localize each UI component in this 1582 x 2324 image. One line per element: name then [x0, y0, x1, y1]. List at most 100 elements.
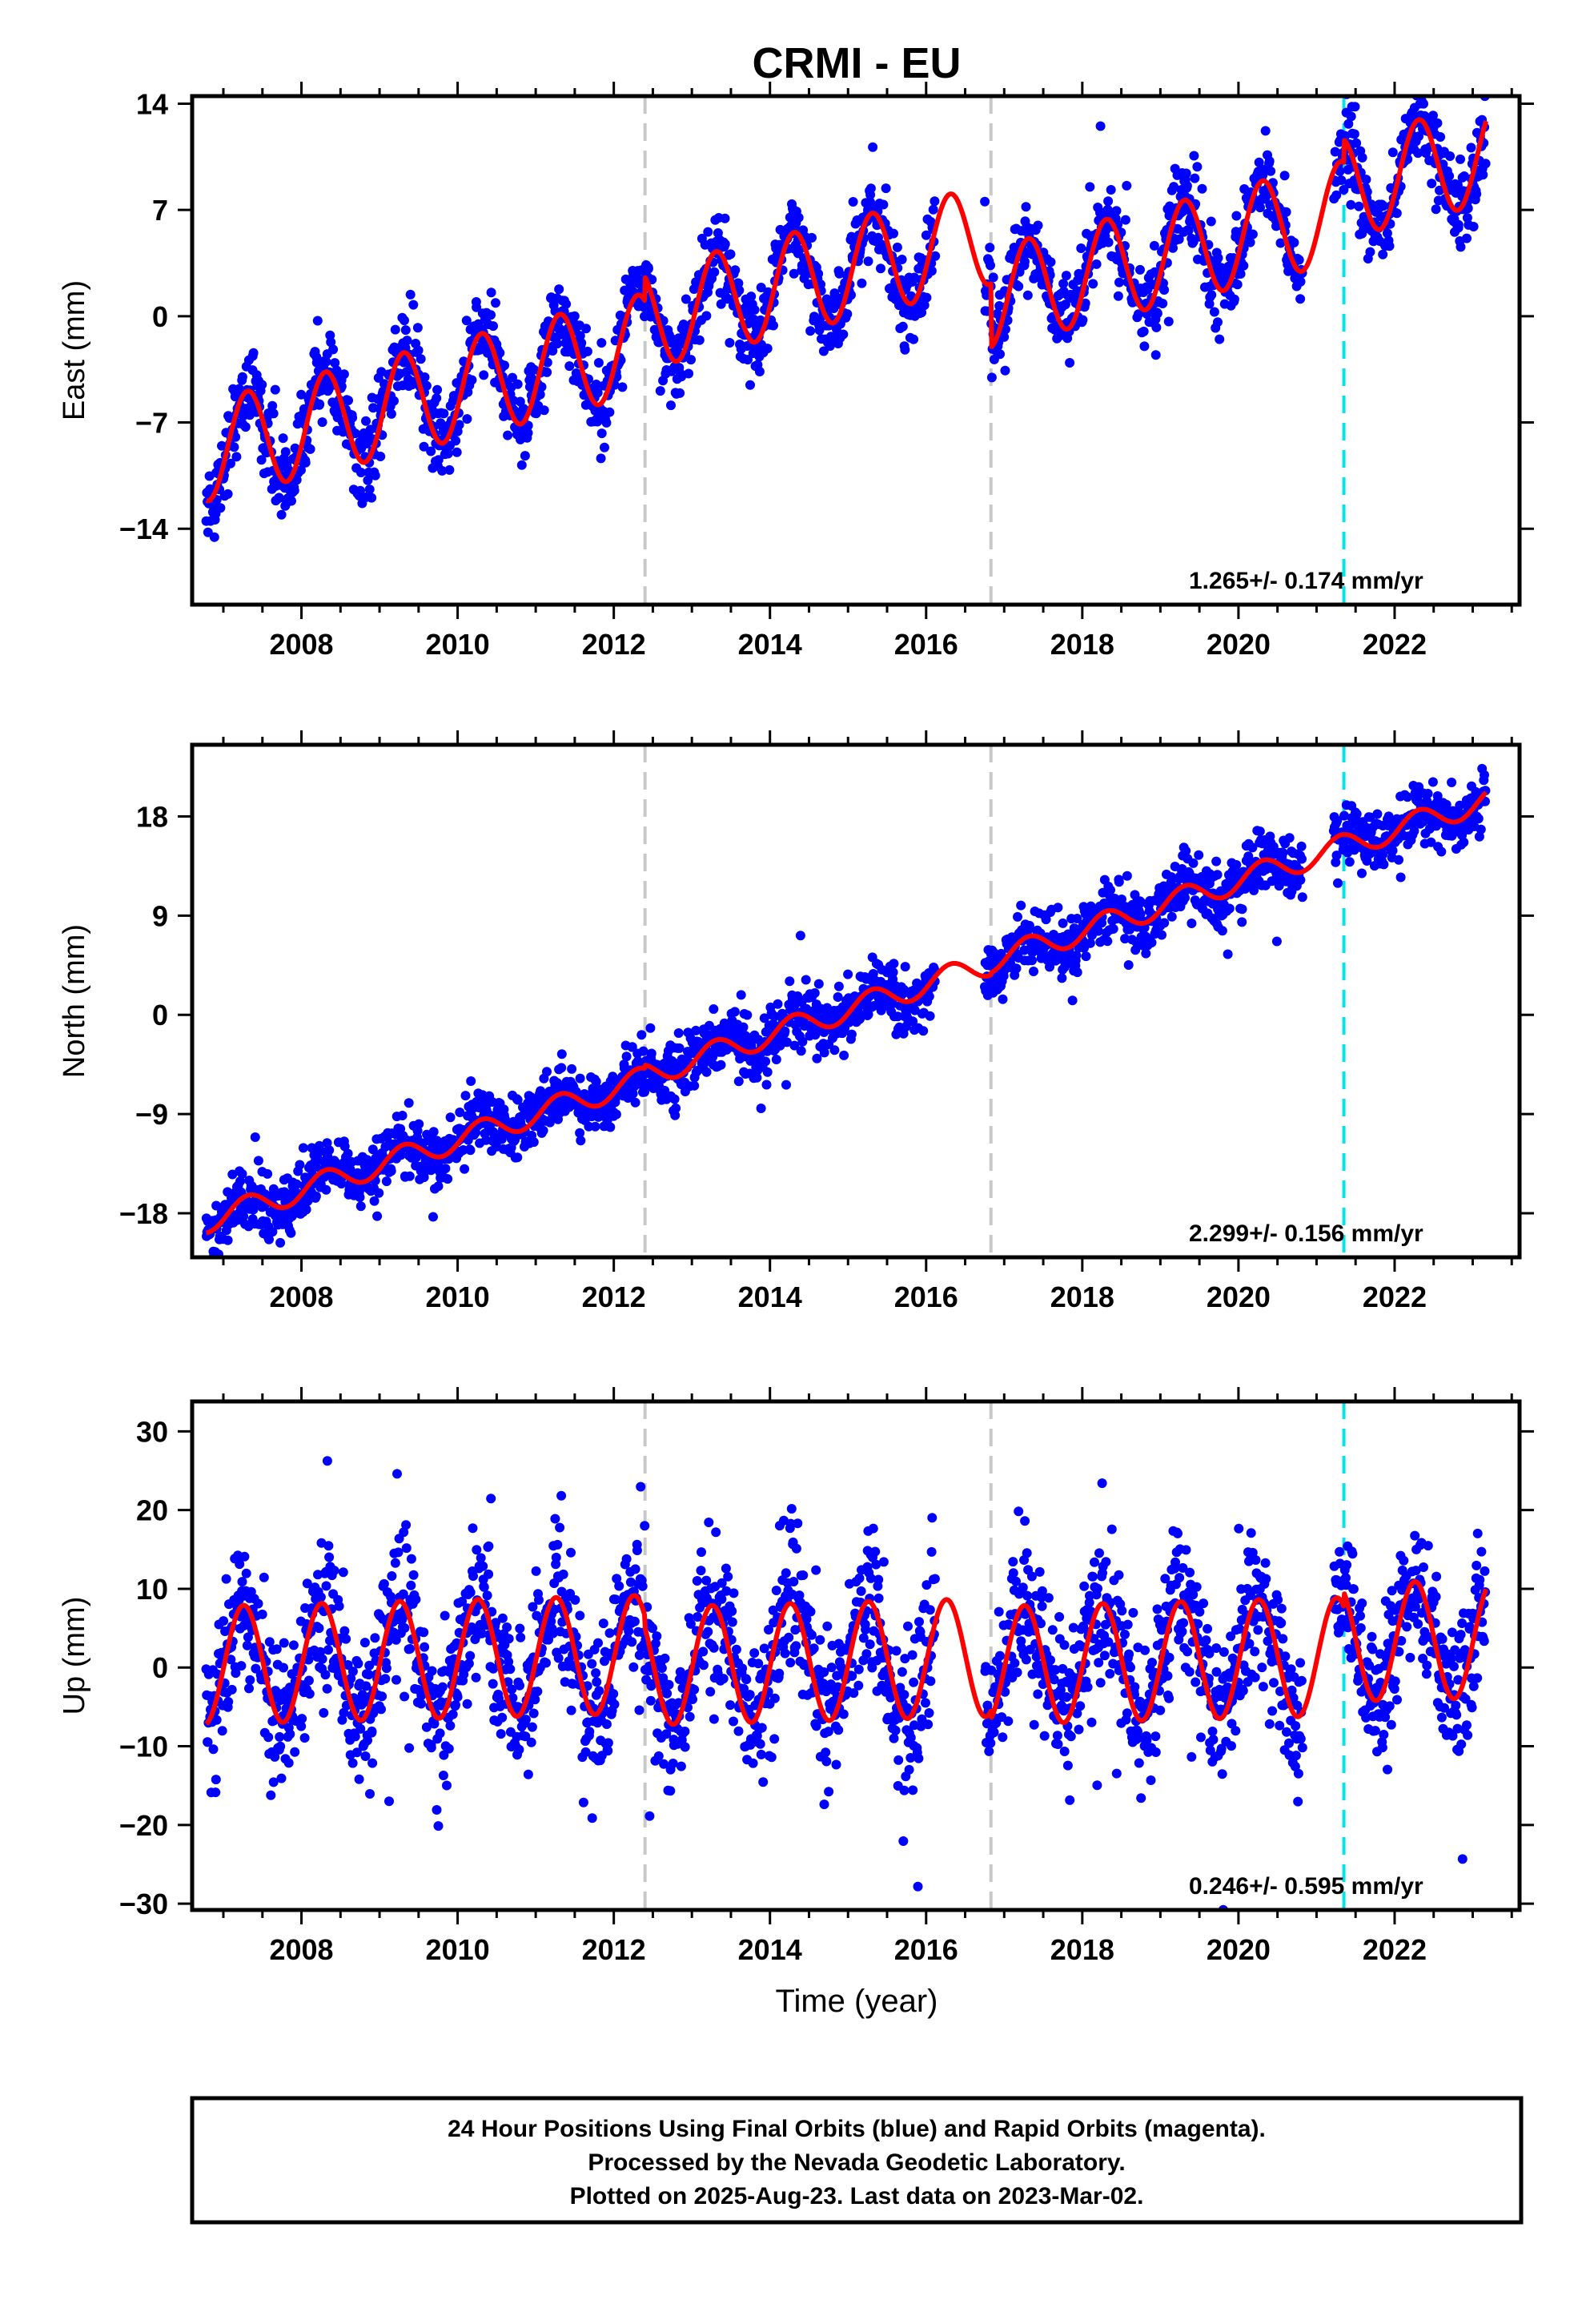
- up-data-point: [376, 1704, 386, 1715]
- up-data-point: [420, 1642, 430, 1652]
- east-data-point: [569, 311, 580, 321]
- east-data-point: [1103, 196, 1114, 207]
- north-data-point: [291, 1179, 302, 1189]
- east-data-point: [433, 455, 444, 465]
- east-data-point: [520, 451, 530, 461]
- north-data-point: [781, 1037, 792, 1047]
- east-data-point: [370, 470, 380, 480]
- north-data-point: [367, 1144, 378, 1155]
- up-data-point: [323, 1541, 334, 1551]
- east-data-point: [596, 453, 606, 464]
- up-data-point: [432, 1805, 442, 1815]
- north-data-point: [627, 1042, 637, 1052]
- north-data-point: [1332, 815, 1343, 826]
- north-data-point: [428, 1212, 438, 1222]
- east-data-point: [617, 382, 628, 392]
- up-data-point: [338, 1567, 348, 1578]
- east-data-point: [1213, 253, 1223, 263]
- north-data-point: [1339, 810, 1349, 821]
- east-data-point: [769, 320, 778, 331]
- up-data-point: [257, 1609, 267, 1619]
- up-data-point: [427, 1666, 437, 1676]
- east-data-point: [1229, 294, 1239, 304]
- up-data-point: [400, 1691, 410, 1702]
- north-data-point: [1223, 949, 1233, 959]
- north-data-point: [673, 1028, 684, 1038]
- north-data-point: [576, 1136, 586, 1146]
- north-data-point: [267, 1227, 278, 1237]
- north-data-point: [556, 1049, 567, 1059]
- up-data-point: [400, 1623, 410, 1633]
- north-data-point: [1243, 851, 1254, 862]
- north-data-point: [1194, 850, 1204, 860]
- east-data-point: [1151, 322, 1162, 332]
- east-data-point: [834, 268, 845, 279]
- up-data-point: [231, 1668, 241, 1679]
- east-data-point: [326, 337, 336, 348]
- east-data-point: [793, 212, 804, 223]
- north-data-point: [1394, 854, 1403, 865]
- north-data-point: [1057, 973, 1067, 983]
- east-data-point: [878, 199, 889, 210]
- up-data-point: [440, 1610, 450, 1621]
- north-y-tick-label: −18: [119, 1197, 168, 1230]
- east-model-line: [204, 117, 1488, 504]
- east-data-point: [909, 334, 919, 344]
- north-data-point: [542, 1067, 552, 1077]
- east-data-point: [1021, 202, 1031, 212]
- east-data-point: [400, 325, 411, 336]
- north-data-point: [319, 1172, 330, 1182]
- north-data-point: [1426, 837, 1436, 847]
- north-data-point: [1072, 967, 1082, 978]
- east-data-point: [347, 412, 358, 423]
- east-data-point: [416, 354, 426, 364]
- north-data-point: [1013, 911, 1022, 922]
- east-data-point: [881, 183, 891, 194]
- east-data-point: [461, 316, 472, 326]
- north-model-line: [204, 790, 1488, 1236]
- north-data-point: [925, 1011, 935, 1021]
- up-data-point: [406, 1554, 416, 1564]
- north-data-point: [1135, 909, 1146, 919]
- up-data-point: [221, 1574, 231, 1584]
- up-data-point: [408, 1570, 419, 1580]
- east-data-point: [789, 268, 799, 279]
- east-data-point: [296, 465, 306, 475]
- east-data-point: [1150, 350, 1161, 360]
- up-data-point: [315, 1592, 326, 1602]
- north-data-point: [785, 976, 795, 987]
- north-data-point: [729, 1007, 740, 1017]
- north-data-point: [1403, 792, 1412, 802]
- east-data-point: [289, 485, 299, 496]
- east-data-point: [1260, 126, 1271, 136]
- east-data-point: [491, 298, 500, 308]
- up-data-point: [275, 1731, 285, 1742]
- east-data-point: [701, 311, 712, 321]
- up-data-point: [314, 1623, 324, 1634]
- up-data-point: [419, 1627, 429, 1638]
- east-data-point: [1350, 102, 1360, 112]
- east-data-point: [270, 384, 280, 395]
- east-y-axis-label: East (mm): [58, 280, 91, 420]
- north-x-tick-label: 2016: [894, 1281, 958, 1313]
- east-data-point: [1022, 290, 1033, 300]
- north-x-tick-label: 2020: [1207, 1281, 1271, 1313]
- north-data-point: [1441, 799, 1452, 810]
- east-data-point: [1432, 118, 1443, 128]
- up-data-point: [244, 1683, 254, 1694]
- east-data-point: [889, 228, 898, 239]
- east-data-point: [508, 372, 517, 383]
- up-data-point: [203, 1737, 213, 1747]
- north-data-point: [1157, 930, 1166, 940]
- east-data-point: [677, 372, 687, 382]
- up-data-point: [239, 1551, 250, 1562]
- east-data-point: [355, 485, 365, 496]
- east-data-point: [986, 260, 995, 271]
- north-data-point: [789, 1040, 800, 1051]
- up-data-point: [217, 1726, 227, 1736]
- up-data-point: [279, 1638, 289, 1648]
- up-data-point: [401, 1520, 412, 1530]
- east-data-point: [1456, 154, 1465, 164]
- east-data-point: [1462, 213, 1472, 223]
- east-data-point: [703, 227, 713, 237]
